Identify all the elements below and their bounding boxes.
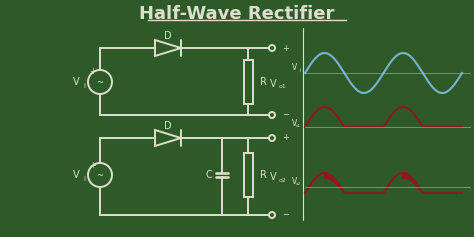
Text: i: i (83, 176, 85, 182)
Text: Half-Wave Rectifier: Half-Wave Rectifier (139, 5, 335, 23)
Bar (244, 153, 253, 197)
Text: +: + (90, 160, 96, 169)
Text: V: V (292, 118, 297, 128)
Text: V: V (292, 177, 297, 186)
Text: o1: o1 (296, 124, 301, 128)
Text: V: V (73, 170, 80, 180)
Text: +: + (282, 44, 289, 53)
Bar (244, 60, 253, 104)
Text: V: V (270, 79, 277, 89)
Text: ~: ~ (97, 172, 103, 181)
Text: −: − (282, 110, 289, 119)
Text: D: D (164, 121, 172, 131)
Text: i: i (300, 68, 301, 73)
Text: o2: o2 (296, 182, 301, 186)
Text: i: i (83, 83, 85, 89)
Text: V: V (292, 63, 297, 72)
Text: +: + (282, 133, 289, 142)
Text: ~: ~ (97, 78, 103, 87)
Text: V: V (73, 77, 80, 87)
Text: o2: o2 (279, 178, 287, 182)
Text: +: + (90, 68, 96, 77)
Text: D: D (164, 31, 172, 41)
Text: R: R (260, 170, 267, 180)
Text: R: R (260, 77, 267, 87)
Text: C: C (205, 170, 212, 180)
Text: o1: o1 (279, 85, 287, 90)
Text: −: − (282, 210, 289, 219)
Text: V: V (270, 172, 277, 182)
